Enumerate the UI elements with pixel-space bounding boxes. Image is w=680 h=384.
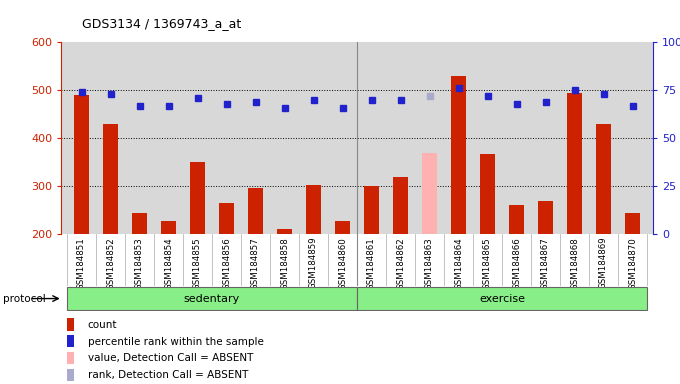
Text: GSM184862: GSM184862 <box>396 237 405 290</box>
Bar <box>306 185 321 234</box>
Text: GSM184857: GSM184857 <box>251 237 260 290</box>
Bar <box>248 188 262 234</box>
Text: GSM184853: GSM184853 <box>135 237 144 290</box>
Bar <box>67 335 73 348</box>
Text: GSM184866: GSM184866 <box>512 237 521 290</box>
Text: sedentary: sedentary <box>184 293 240 304</box>
Text: GSM184854: GSM184854 <box>164 237 173 290</box>
Text: GSM184856: GSM184856 <box>222 237 231 290</box>
Text: rank, Detection Call = ABSENT: rank, Detection Call = ABSENT <box>88 370 248 380</box>
FancyBboxPatch shape <box>357 287 647 310</box>
Text: protocol: protocol <box>3 294 46 304</box>
Text: GSM184867: GSM184867 <box>541 237 550 290</box>
Text: percentile rank within the sample: percentile rank within the sample <box>88 337 264 347</box>
Bar <box>132 213 147 234</box>
Text: GSM184861: GSM184861 <box>367 237 376 290</box>
Bar <box>74 95 89 234</box>
Bar <box>393 177 408 234</box>
Bar <box>67 318 73 331</box>
Text: GSM184863: GSM184863 <box>425 237 434 290</box>
Bar <box>567 93 582 234</box>
Text: count: count <box>88 320 118 330</box>
Bar <box>422 153 437 234</box>
Bar <box>67 369 73 381</box>
Bar <box>452 76 466 234</box>
Bar <box>103 124 118 234</box>
Bar <box>596 124 611 234</box>
Bar <box>480 154 495 234</box>
FancyBboxPatch shape <box>67 287 357 310</box>
Bar <box>509 205 524 234</box>
Text: GSM184864: GSM184864 <box>454 237 463 290</box>
Bar <box>219 203 234 234</box>
Text: GSM184865: GSM184865 <box>483 237 492 290</box>
Text: GSM184858: GSM184858 <box>280 237 289 290</box>
Bar <box>67 352 73 364</box>
Bar <box>625 213 640 234</box>
Text: GSM184851: GSM184851 <box>77 237 86 290</box>
Text: value, Detection Call = ABSENT: value, Detection Call = ABSENT <box>88 353 253 364</box>
Text: exercise: exercise <box>479 293 525 304</box>
Text: GSM184869: GSM184869 <box>599 237 608 290</box>
Bar <box>539 201 553 234</box>
Text: GSM184855: GSM184855 <box>193 237 202 290</box>
Bar <box>161 221 175 234</box>
Bar <box>335 221 350 234</box>
Bar <box>190 162 205 234</box>
Text: GSM184860: GSM184860 <box>338 237 347 290</box>
Bar <box>364 186 379 234</box>
Text: GSM184870: GSM184870 <box>628 237 637 290</box>
Text: GSM184868: GSM184868 <box>570 237 579 290</box>
Text: GDS3134 / 1369743_a_at: GDS3134 / 1369743_a_at <box>82 17 241 30</box>
Bar <box>277 230 292 234</box>
Text: GSM184859: GSM184859 <box>309 237 318 290</box>
Text: GSM184852: GSM184852 <box>106 237 115 290</box>
